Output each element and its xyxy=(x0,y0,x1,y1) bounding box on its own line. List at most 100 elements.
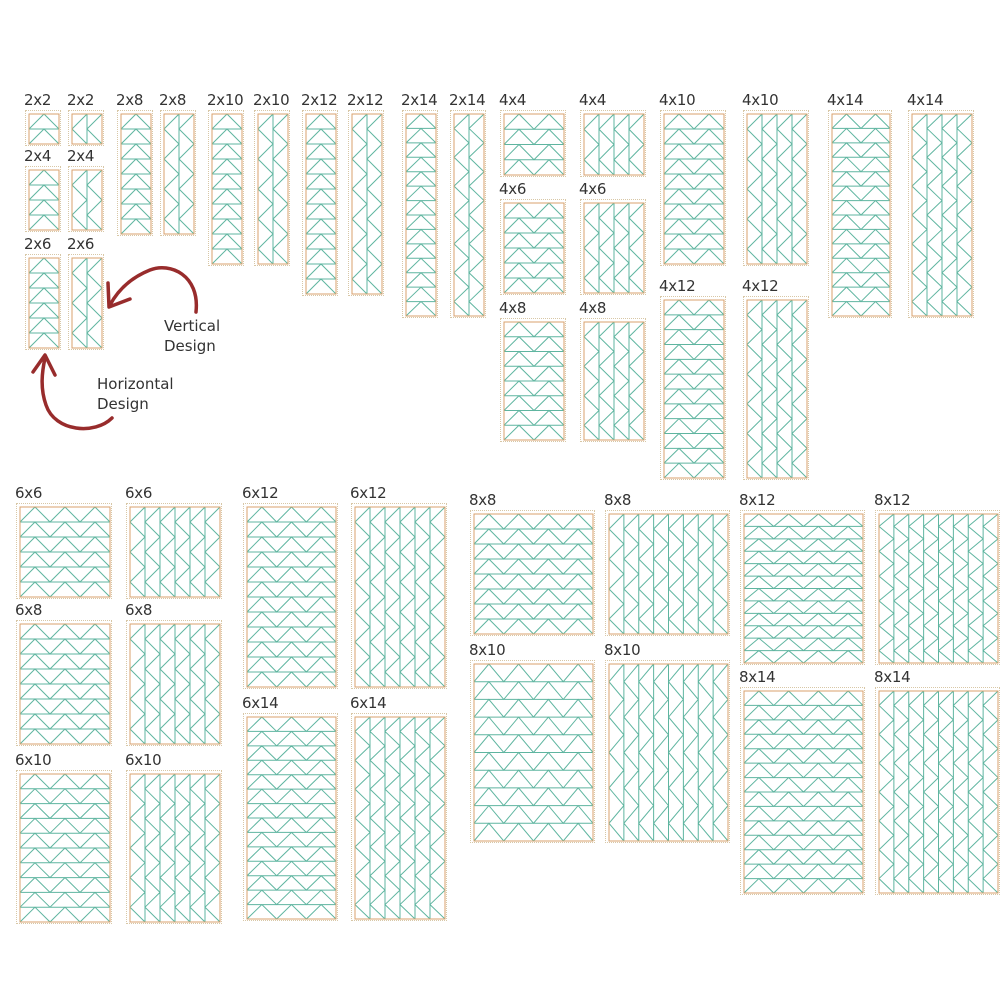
horizontal-design-arrowhead xyxy=(31,353,57,377)
quilt-tile-vertical-2x12 xyxy=(348,110,384,296)
tile-size-label: 2x14 xyxy=(449,91,486,109)
binding-border xyxy=(583,202,645,294)
quilt-tile-horizontal-4x14 xyxy=(828,110,892,318)
binding-border xyxy=(257,113,289,265)
binding-border xyxy=(129,623,221,745)
binding-border xyxy=(354,506,446,688)
binding-border xyxy=(405,113,437,317)
horizontal-design-arrow xyxy=(40,356,114,431)
quilt-tile-horizontal-2x2 xyxy=(25,110,61,146)
quilt-tile-horizontal-6x12 xyxy=(243,503,338,689)
binding-border xyxy=(746,299,808,479)
tile-size-label: 6x10 xyxy=(125,751,162,769)
binding-border xyxy=(71,113,103,145)
stitch-pattern xyxy=(583,113,645,176)
stitch-pattern xyxy=(608,513,729,635)
tile-size-label: 2x10 xyxy=(253,91,290,109)
quilt-tile-vertical-6x6 xyxy=(126,503,222,599)
quilt-tile-horizontal-2x8 xyxy=(117,110,153,236)
tile-size-label: 4x4 xyxy=(499,91,527,109)
tile-size-label: 6x6 xyxy=(15,484,43,502)
quilt-tile-vertical-4x12 xyxy=(743,296,809,480)
quilt-tile-horizontal-6x10 xyxy=(16,770,112,924)
quilt-tile-horizontal-6x8 xyxy=(16,620,112,746)
stitch-pattern xyxy=(583,321,645,441)
binding-border xyxy=(351,113,383,295)
tile-size-label: 2x14 xyxy=(401,91,438,109)
stitch-pattern xyxy=(746,299,808,479)
binding-border xyxy=(19,506,111,598)
quilt-tile-vertical-2x14 xyxy=(450,110,486,318)
stitch-pattern xyxy=(129,623,221,745)
vertical-design-line1: Vertical xyxy=(164,317,221,335)
quilt-tile-horizontal-8x14 xyxy=(740,687,865,895)
tile-size-label: 6x8 xyxy=(15,601,43,619)
vertical-design-arrow xyxy=(108,265,198,314)
binding-border xyxy=(246,506,337,688)
quilt-tile-vertical-6x10 xyxy=(126,770,222,924)
binding-border xyxy=(473,513,594,635)
tile-size-label: 8x14 xyxy=(739,668,776,686)
binding-border xyxy=(211,113,243,265)
binding-border xyxy=(28,257,60,349)
tile-size-label: 2x2 xyxy=(67,91,95,109)
binding-border xyxy=(246,716,337,920)
binding-border xyxy=(19,623,111,745)
binding-border xyxy=(19,773,111,923)
quilt-tile-horizontal-4x12 xyxy=(660,296,726,480)
stitch-pattern xyxy=(503,202,565,294)
tile-size-label: 6x14 xyxy=(350,694,387,712)
tile-size-label: 6x12 xyxy=(242,484,279,502)
quilt-tile-vertical-6x14 xyxy=(351,713,447,921)
tile-size-label: 2x4 xyxy=(24,147,52,165)
quilt-tile-horizontal-2x14 xyxy=(402,110,438,318)
quilt-tile-horizontal-6x14 xyxy=(243,713,338,921)
quilt-tile-vertical-4x4 xyxy=(580,110,646,177)
tile-size-label: 2x6 xyxy=(24,235,52,253)
binding-border xyxy=(878,690,999,894)
quilt-tile-horizontal-2x12 xyxy=(302,110,338,296)
quilt-tile-vertical-6x12 xyxy=(351,503,447,689)
tile-size-label: 8x8 xyxy=(604,491,632,509)
quilt-tile-horizontal-2x4 xyxy=(25,166,61,232)
quilt-tile-vertical-8x8 xyxy=(605,510,730,636)
binding-border xyxy=(608,513,729,635)
binding-border xyxy=(163,113,195,235)
stitch-pattern xyxy=(831,113,891,317)
stitch-pattern xyxy=(354,506,446,688)
quilt-tile-horizontal-4x4 xyxy=(500,110,566,177)
stitch-pattern xyxy=(503,321,565,441)
quilt-tile-horizontal-2x6 xyxy=(25,254,61,350)
quilt-tile-vertical-4x10 xyxy=(743,110,809,266)
stitch-pattern xyxy=(878,513,999,664)
quilt-tile-horizontal-6x6 xyxy=(16,503,112,599)
binding-border xyxy=(129,773,221,923)
tile-size-label: 4x10 xyxy=(659,91,696,109)
tile-size-label: 8x12 xyxy=(739,491,776,509)
tile-size-label: 8x8 xyxy=(469,491,497,509)
binding-border xyxy=(129,506,221,598)
quilt-tile-horizontal-4x10 xyxy=(660,110,726,266)
binding-border xyxy=(911,113,973,317)
binding-border xyxy=(503,321,565,441)
stitch-pattern xyxy=(473,513,594,635)
tile-size-label: 8x10 xyxy=(469,641,506,659)
binding-border xyxy=(503,202,565,294)
quilt-tile-horizontal-2x10 xyxy=(208,110,244,266)
tile-size-label: 6x12 xyxy=(350,484,387,502)
quilt-tile-horizontal-8x8 xyxy=(470,510,595,636)
binding-border xyxy=(878,513,999,664)
tile-size-label: 4x14 xyxy=(907,91,944,109)
quilt-tile-vertical-2x2 xyxy=(68,110,104,146)
tile-size-label: 4x6 xyxy=(499,180,527,198)
quilt-tile-vertical-4x14 xyxy=(908,110,974,318)
binding-border xyxy=(608,663,729,842)
tile-size-label: 2x8 xyxy=(159,91,187,109)
binding-border xyxy=(663,113,725,265)
vertical-design-label: Vertical Design xyxy=(164,316,220,356)
horizontal-design-label: Horizontal Design xyxy=(97,374,174,414)
quilt-tile-vertical-2x6 xyxy=(68,254,104,350)
quilt-tile-horizontal-4x6 xyxy=(500,199,566,295)
binding-border xyxy=(305,113,337,295)
